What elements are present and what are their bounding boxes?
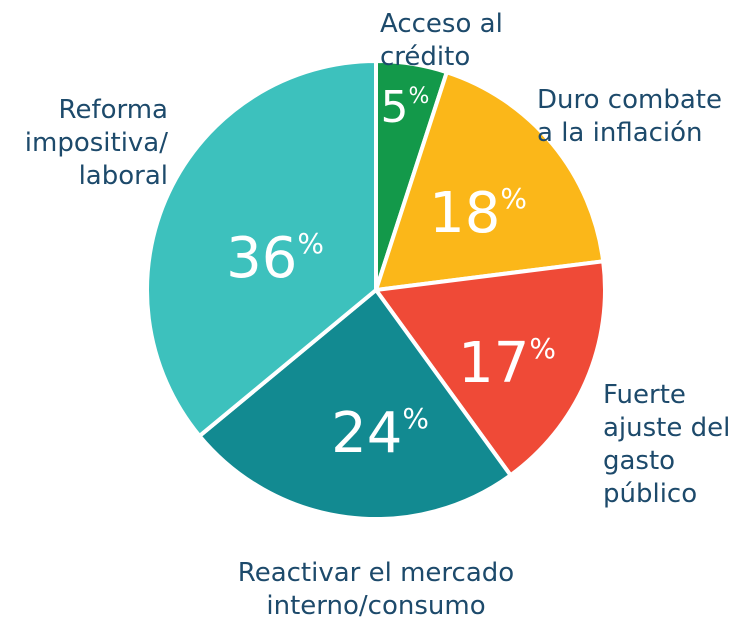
value-label: 5% <box>381 82 430 133</box>
pie-slice <box>197 288 513 521</box>
slice-label: Reforma impositiva/laboral <box>25 95 168 191</box>
slice-label: Acceso al crédito <box>380 9 503 72</box>
slice-label: Reactivar el mercado interno/consumo <box>238 558 514 621</box>
slice-label: Duro combate a la inflación <box>537 85 722 148</box>
value-label: 36% <box>226 226 324 291</box>
pie-slice <box>374 70 606 292</box>
value-label: 17% <box>458 331 556 396</box>
slice-label: Fuerte ajuste del gasto público <box>603 380 730 509</box>
pie-slice <box>145 59 378 438</box>
value-label: 24% <box>331 401 429 466</box>
pie-slice <box>374 259 607 478</box>
value-label: 18% <box>429 181 527 246</box>
